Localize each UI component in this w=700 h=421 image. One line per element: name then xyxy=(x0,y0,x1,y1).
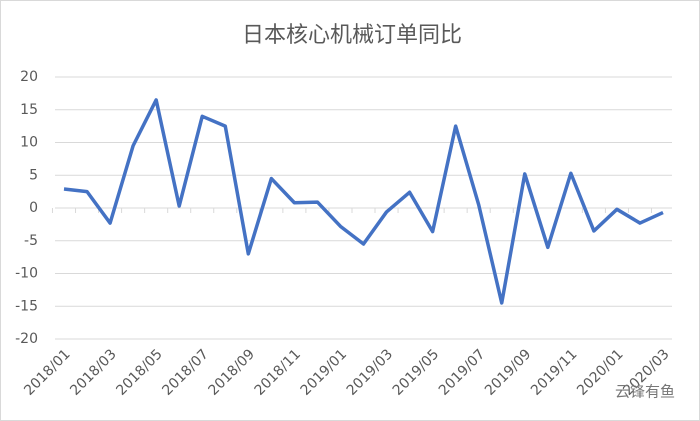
y-tick-label: -5 xyxy=(24,233,38,249)
y-tick-label: 15 xyxy=(20,102,38,118)
y-tick-label: -10 xyxy=(15,266,38,282)
watermark: 云锋有鱼 xyxy=(615,383,675,401)
y-tick-label: 20 xyxy=(20,69,38,85)
chart-title: 日本核心机械订单同比 xyxy=(242,23,462,48)
y-tick-label: 5 xyxy=(29,167,38,183)
y-tick-label: 10 xyxy=(20,135,38,151)
y-tick-label: -15 xyxy=(15,298,38,314)
line-series xyxy=(63,98,664,305)
y-tick-label: -20 xyxy=(15,331,38,347)
y-tick-label: 0 xyxy=(29,200,38,216)
